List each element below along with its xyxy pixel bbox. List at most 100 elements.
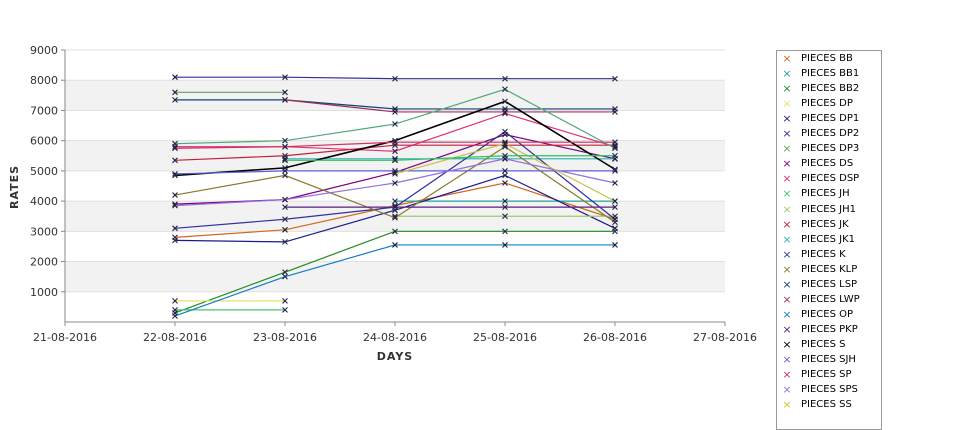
x-axis-title: DAYS	[377, 350, 413, 363]
series-pieces-sjh	[172, 168, 618, 177]
legend-label: PIECES LSP	[801, 278, 858, 290]
data-point-marker	[612, 152, 618, 159]
y-tick-label: 3000	[30, 225, 58, 238]
series-pieces-pkp	[282, 204, 618, 211]
legend-marker-icon: ×	[782, 337, 792, 351]
data-point-marker	[502, 98, 508, 105]
legend-item: × PIECES SPS	[777, 383, 883, 398]
data-point-marker	[392, 139, 398, 146]
y-axis-ticks: 1000 2000 3000 4000 5000 6000 7000 8000 9000	[30, 44, 65, 299]
data-point-marker	[392, 198, 398, 204]
legend-marker-icon: ×	[782, 127, 792, 141]
data-point-marker	[172, 202, 178, 209]
grid-band	[65, 80, 725, 111]
legend-marker-icon: ×	[782, 383, 792, 397]
series-pieces-dp3	[172, 89, 288, 96]
data-point-marker	[612, 204, 618, 211]
legend-label: PIECES BB2	[801, 83, 860, 95]
x-axis-ticks: 21-08-2016 22-08-2016 23-08-2016 24-08-2016…	[33, 322, 757, 344]
legend-label: PIECES PKP	[801, 323, 858, 335]
data-point-marker	[392, 213, 398, 220]
legend-marker-icon: ×	[782, 187, 792, 201]
data-point-marker	[172, 307, 178, 313]
data-point-marker	[502, 75, 508, 82]
data-point-marker	[502, 109, 508, 115]
x-tick-label: 27-08-2016	[693, 331, 757, 344]
data-point-marker	[172, 192, 178, 198]
x-tick-label: 22-08-2016	[143, 331, 207, 344]
data-point-marker	[612, 219, 618, 226]
legend-label: PIECES SS	[801, 399, 852, 411]
legend-item: × PIECES PKP	[777, 323, 883, 338]
legend-item: × PIECES SJH	[777, 353, 883, 368]
data-point-marker	[282, 269, 288, 276]
legend-item: × PIECES DP2	[777, 127, 883, 142]
data-point-marker	[612, 225, 618, 232]
legend-label: PIECES K	[801, 248, 846, 260]
data-point-marker	[172, 171, 178, 177]
y-tick-label: 8000	[30, 74, 58, 87]
x-tick-label: 21-08-2016	[33, 331, 97, 344]
legend-marker-icon: ×	[782, 232, 792, 246]
data-point-marker	[392, 242, 398, 248]
legend-item: × PIECES DP3	[777, 142, 883, 157]
data-point-marker	[172, 74, 178, 81]
data-point-marker	[282, 172, 288, 179]
legend-marker-icon: ×	[782, 82, 792, 96]
legend-item: × PIECES OP	[777, 308, 883, 323]
series-line	[284, 99, 615, 113]
data-point-marker	[282, 137, 288, 144]
data-point-marker	[392, 214, 398, 221]
data-point-marker	[282, 157, 288, 164]
legend-item: × PIECES KLP	[777, 263, 883, 278]
series-pieces-jh1	[392, 213, 618, 220]
data-point-marker	[172, 237, 178, 244]
legend-item: × PIECES DP1	[777, 112, 883, 127]
data-point-marker	[612, 198, 618, 204]
legend-label: PIECES DSP	[801, 173, 860, 185]
data-point-marker	[392, 148, 398, 155]
data-point-marker	[282, 226, 288, 233]
series-pieces-dp	[172, 297, 288, 304]
data-point-marker	[282, 143, 288, 150]
legend-item: × PIECES LWP	[777, 293, 883, 308]
legend-label: PIECES DS	[801, 158, 854, 170]
data-point-marker	[282, 196, 288, 203]
data-point-marker	[612, 139, 618, 146]
series-pieces-op	[172, 242, 618, 319]
x-tick-label: 24-08-2016	[363, 331, 427, 344]
legend-item: × PIECES JH	[777, 187, 883, 202]
data-point-marker	[172, 140, 178, 147]
data-point-marker	[282, 204, 288, 211]
data-point-marker	[392, 204, 398, 211]
series-pieces-dp2	[172, 74, 618, 82]
legend-marker-icon: ×	[782, 277, 792, 291]
legend-item: × PIECES JK	[777, 218, 883, 233]
data-point-marker	[502, 213, 508, 220]
legend-label: PIECES DP2	[801, 128, 860, 140]
data-point-marker	[502, 242, 508, 248]
legend-label: PIECES SPS	[801, 384, 858, 396]
series-pieces-dp3-band	[172, 86, 618, 152]
data-point-marker	[172, 89, 178, 96]
data-point-marker	[282, 273, 288, 280]
legend-item: × PIECES S	[777, 338, 883, 353]
legend-label: PIECES BB1	[801, 68, 860, 80]
legend-label: PIECES BB	[801, 53, 853, 64]
legend-label: PIECES OP	[801, 308, 854, 320]
legend-label: PIECES S	[801, 338, 846, 350]
legend-label: PIECES JK1	[801, 233, 855, 245]
data-point-marker	[612, 145, 618, 152]
data-point-marker	[172, 225, 178, 232]
data-point-marker	[392, 228, 398, 235]
legend-marker-icon: ×	[782, 52, 792, 65]
y-tick-label: 1000	[30, 286, 58, 299]
legend-item: × PIECES DS	[777, 157, 883, 172]
series-lines	[172, 74, 618, 319]
legend-label: PIECES SJH	[801, 354, 856, 365]
data-point-marker	[282, 96, 288, 103]
data-point-marker	[612, 168, 618, 174]
legend-item: × PIECES JH1	[777, 203, 883, 218]
legend-marker-icon: ×	[782, 262, 792, 276]
data-point-marker	[502, 228, 508, 235]
